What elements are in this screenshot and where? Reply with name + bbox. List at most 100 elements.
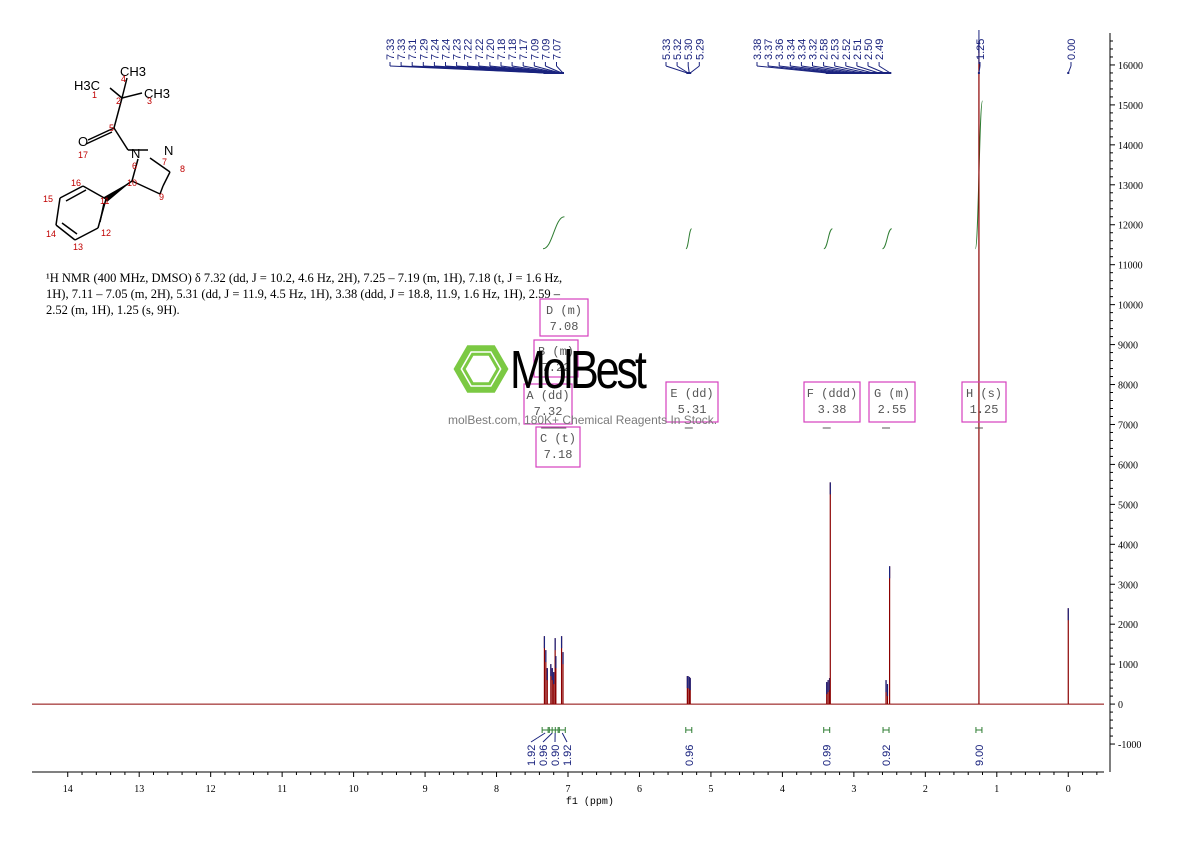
structure-atom-number: 9 <box>159 192 164 202</box>
structure-atom-number: 17 <box>78 150 88 160</box>
structure-atom-number: 1 <box>92 90 97 100</box>
x-tick-label: 4 <box>780 784 785 795</box>
integral-connector <box>531 733 545 742</box>
x-tick-label: 5 <box>708 784 713 795</box>
watermark-hexagon-inner <box>464 354 498 383</box>
y-tick-label: 10000 <box>1118 301 1143 312</box>
x-tick-label: 7 <box>566 784 571 795</box>
structure-atom-number: 7 <box>162 157 167 167</box>
description-line-2: 1H), 7.11 – 7.05 (m, 2H), 5.31 (dd, J = … <box>46 286 606 302</box>
y-tick-label: 13000 <box>1118 181 1143 192</box>
x-tick-label: 13 <box>134 784 144 795</box>
watermark-logo <box>457 348 505 390</box>
multiplet-shift: 7.18 <box>544 448 573 462</box>
integral-value: 1.92 <box>562 745 574 766</box>
structure-atom-number: 15 <box>43 194 53 204</box>
structure-atom-number: 13 <box>73 242 83 252</box>
multiplet-letter: H (s) <box>966 387 1002 401</box>
integral-curve <box>543 217 564 249</box>
x-tick-label: 0 <box>1066 784 1071 795</box>
structure-atom-number: 12 <box>101 228 111 238</box>
integral-value: 0.96 <box>538 745 550 766</box>
y-tick-label: 6000 <box>1118 460 1138 471</box>
multiplet-shift: 1.25 <box>970 403 999 417</box>
watermark-brand: MolBest <box>510 340 644 400</box>
integral-value: 0.90 <box>550 745 562 766</box>
y-tick-label: 15000 <box>1118 101 1143 112</box>
structure-atom-number: 6 <box>132 161 137 171</box>
structure-atom-number: 8 <box>180 164 185 174</box>
peak-label: 5.29 <box>694 39 706 60</box>
structure-nitrogen: N <box>164 143 173 158</box>
y-tick-label: 4000 <box>1118 540 1138 551</box>
structure-bond <box>163 172 170 186</box>
structure-bond <box>122 93 142 98</box>
x-tick-label: 8 <box>494 784 499 795</box>
x-tick-label: 1 <box>994 784 999 795</box>
integral-value: 0.96 <box>684 745 696 766</box>
structure-bond <box>86 132 112 144</box>
y-tick-label: 7000 <box>1118 420 1138 431</box>
y-tick-label: 5000 <box>1118 500 1138 511</box>
y-tick-label: 3000 <box>1118 580 1138 591</box>
y-tick-label: 1000 <box>1118 660 1138 671</box>
integral-connector <box>543 733 552 742</box>
description-line-1: ¹H NMR (400 MHz, DMSO) δ 7.32 (dd, J = 1… <box>46 270 606 286</box>
peak-connector <box>666 66 687 73</box>
x-tick-label: 2 <box>923 784 928 795</box>
peak-connector <box>1068 66 1071 73</box>
multiplet-letter: E (dd) <box>670 387 713 401</box>
integral-curves <box>543 101 983 249</box>
x-tick-label: 14 <box>63 784 73 795</box>
structure-atom-number: 16 <box>71 178 81 188</box>
multiplet-shift: 2.55 <box>878 403 907 417</box>
y-tick-label: 0 <box>1118 700 1123 711</box>
x-tick-label: 12 <box>206 784 216 795</box>
y-tick-label: 12000 <box>1118 221 1143 232</box>
structure-atom-number: 4 <box>121 74 126 84</box>
structure-bond <box>56 225 75 240</box>
y-tick-label: -1000 <box>1118 740 1141 751</box>
x-tick-label: 3 <box>851 784 856 795</box>
multiplet-letter: F (ddd) <box>807 387 857 401</box>
structure-oxygen: O <box>78 134 88 149</box>
peak-connector <box>690 66 699 73</box>
integral-curve <box>686 229 692 249</box>
nmr-description: ¹H NMR (400 MHz, DMSO) δ 7.32 (dd, J = 1… <box>46 270 606 318</box>
peak-label: 7.07 <box>552 39 564 60</box>
x-tick-label: 10 <box>349 784 359 795</box>
structure-bond <box>75 228 98 240</box>
peak-label: 1.25 <box>975 39 987 60</box>
integral-value: 0.92 <box>881 745 893 766</box>
peak-label: 2.49 <box>874 39 886 60</box>
peak-connector <box>688 66 689 73</box>
integral-value: 1.92 <box>526 745 538 766</box>
structure-atom-number: 5 <box>109 123 114 133</box>
integral-connector <box>562 733 567 742</box>
multiplet-shift: 3.38 <box>818 403 847 417</box>
description-line-3: 2.52 (m, 1H), 1.25 (s, 9H). <box>46 302 606 318</box>
x-axis-title: f1 (ppm) <box>566 796 614 808</box>
integral-value: 0.99 <box>822 745 834 766</box>
structure-atom-number: 11 <box>100 196 109 206</box>
integral-curve <box>824 229 833 249</box>
x-tick-label: 9 <box>423 784 428 795</box>
structure-atom-number: 3 <box>147 96 152 106</box>
structure-atom-number: 10 <box>127 178 137 188</box>
watermark-url: molBest.com, 180K+ Chemical Reagents In … <box>448 413 717 427</box>
structure-atom-number: 2 <box>116 96 121 106</box>
integral-curve <box>882 229 891 249</box>
multiplet-letter: G (m) <box>874 387 910 401</box>
y-tick-label: 8000 <box>1118 381 1138 392</box>
y-tick-label: 16000 <box>1118 61 1143 72</box>
x-tick-label: 6 <box>637 784 642 795</box>
y-tick-label: 11000 <box>1118 261 1143 272</box>
structure-nitrogen: N <box>131 146 140 161</box>
structure-bond <box>114 128 128 150</box>
y-tick-label: 14000 <box>1118 141 1143 152</box>
y-tick-label: 9000 <box>1118 341 1138 352</box>
